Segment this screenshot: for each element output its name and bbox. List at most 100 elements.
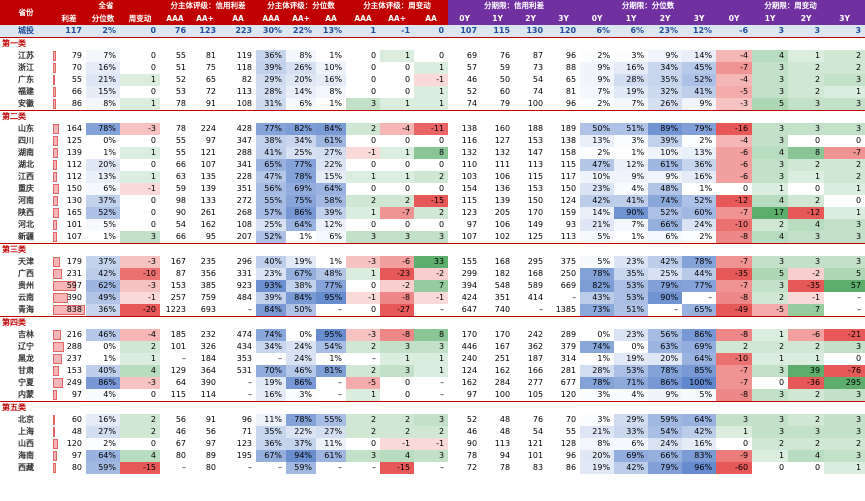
section-title: 第二类 xyxy=(0,110,865,123)
cell-text: 11% xyxy=(264,415,283,424)
cell-text: – xyxy=(440,305,445,314)
value-cell: 54% xyxy=(648,426,683,438)
value-cell: 113 xyxy=(514,159,547,171)
value-cell: 6% xyxy=(614,438,649,450)
province-cell: 云南 xyxy=(18,293,34,302)
table-row: 新疆 107 1% 3 66 95 207 52% 1% 6% 3 3 3 107 102 125 113 5% 1… xyxy=(0,231,865,244)
value-cell: 1 xyxy=(414,86,449,98)
cell-text: 0 xyxy=(438,184,445,193)
cell-text: 64% xyxy=(294,220,313,229)
value-cell: 28% xyxy=(580,365,615,377)
cell-text: 84% xyxy=(294,293,313,302)
value-cell: 2 xyxy=(716,341,753,353)
value-cell: 115 xyxy=(160,389,190,402)
cell-text: 49% xyxy=(98,293,116,302)
value-cell: -20 xyxy=(120,304,161,317)
value-cell: 86 xyxy=(52,98,86,111)
cell-text: 120 xyxy=(66,439,82,448)
value-cell: 1% xyxy=(316,98,346,111)
cell-text: 85% xyxy=(694,366,713,375)
cell-text: – xyxy=(248,390,253,399)
cell-text: 1 xyxy=(404,172,411,181)
cell-text: 55% xyxy=(264,196,283,205)
cell-text: 96% xyxy=(694,463,713,472)
value-cell: 170 xyxy=(448,329,481,341)
cell-text: -1 xyxy=(436,439,445,448)
spread-bar xyxy=(53,366,59,376)
cell-text: 35% xyxy=(264,427,283,436)
value-cell: -27 xyxy=(380,304,415,317)
cell-text: 168 xyxy=(527,269,544,278)
cell-text: 153 xyxy=(527,136,544,145)
province-cell: 四川 xyxy=(18,136,34,145)
cell-text: -35 xyxy=(806,281,821,290)
value-cell: 0% xyxy=(86,341,120,353)
value-cell: 100% xyxy=(682,377,717,389)
cell-text: 70 xyxy=(565,415,577,424)
cell-text: – xyxy=(338,305,343,314)
value-cell: 15% xyxy=(86,86,120,98)
value-cell: 16% xyxy=(86,62,120,74)
value-cell: 94% xyxy=(286,450,317,462)
value-cell: 50 xyxy=(481,74,514,86)
value-cell: 54 xyxy=(514,426,547,438)
cell-text: 7 xyxy=(814,305,821,314)
province-cell: 江苏 xyxy=(18,51,34,60)
cell-text: 531 xyxy=(236,366,253,375)
value-cell: 57% xyxy=(256,207,287,219)
cell-text: 108 xyxy=(236,99,253,108)
cell-text: 76 xyxy=(532,415,544,424)
value-cell: – xyxy=(414,304,448,317)
cell-text: 69% xyxy=(694,342,713,351)
value-cell: 81 xyxy=(190,50,220,62)
value-cell: 1 xyxy=(824,183,865,195)
cell-text: – xyxy=(372,463,377,472)
cell-text: 3 xyxy=(814,124,821,133)
value-cell: -16 xyxy=(716,123,753,135)
cell-text: 240 xyxy=(461,354,478,363)
value-cell: 8% xyxy=(86,98,120,111)
value-cell: 0 xyxy=(120,86,160,98)
table-row: 海南 97 64% 4 80 89 195 67% 94% 61% 3 4 3 78 94 101 96 20% 6… xyxy=(0,450,865,462)
value-cell: 3% xyxy=(580,414,614,426)
table-row: 江西 112 13% 1 63 135 228 47% 78% 15% 1 1 2 103 106 115 11… xyxy=(0,171,865,183)
cell-text: -1 xyxy=(812,293,821,302)
cell-text: 484 xyxy=(236,293,253,302)
value-cell: 112 xyxy=(52,159,86,171)
value-cell: 71% xyxy=(614,377,649,389)
cell-text: 138 xyxy=(461,124,478,133)
cell-text: 379 xyxy=(560,342,577,351)
table-row: 西藏 80 59% -15–80– –59% – – -15–72 78 83 86 19% 42% 79… xyxy=(0,462,865,474)
cell-text: 13% xyxy=(322,26,343,35)
value-cell: 108 xyxy=(220,98,256,111)
value-cell: -3 xyxy=(120,377,161,389)
value-cell: 29% xyxy=(256,74,287,86)
value-cell: 1% xyxy=(614,231,648,244)
value-cell: 8 xyxy=(414,147,449,159)
value-cell: -76 xyxy=(824,365,865,377)
cell-text: 0 xyxy=(404,160,411,169)
cell-text: 160 xyxy=(494,124,511,133)
cell-text: 55 xyxy=(175,51,187,60)
value-cell: 187 xyxy=(514,353,547,365)
value-cell: 4 xyxy=(120,450,161,462)
value-cell: 139 xyxy=(481,195,514,207)
cell-text: 166 xyxy=(527,366,544,375)
value-cell: 0 xyxy=(120,50,160,62)
table-row: 四川 125 0% 0 55 97 347 38% 34% 61% 0 0 0 116 127 153 138 1… xyxy=(0,135,865,147)
value-cell: 223 xyxy=(220,25,257,38)
section-title: 第五类 xyxy=(0,401,865,414)
cell-text: 0 xyxy=(742,184,749,193)
value-cell: 130 xyxy=(514,25,548,38)
cell-text: 8% xyxy=(329,87,343,96)
value-cell: 22% xyxy=(286,426,317,438)
value-cell: -4 xyxy=(716,74,753,86)
value-cell: 0 xyxy=(716,438,752,450)
value-cell: 1% xyxy=(682,183,716,195)
cell-text: 54 xyxy=(532,427,544,436)
value-cell: 85% xyxy=(682,365,717,377)
cell-text: 4 xyxy=(814,220,821,229)
cell-text: -16 xyxy=(734,124,749,133)
section-title: 第三类 xyxy=(0,243,865,256)
cell-text: 1% xyxy=(329,257,343,266)
